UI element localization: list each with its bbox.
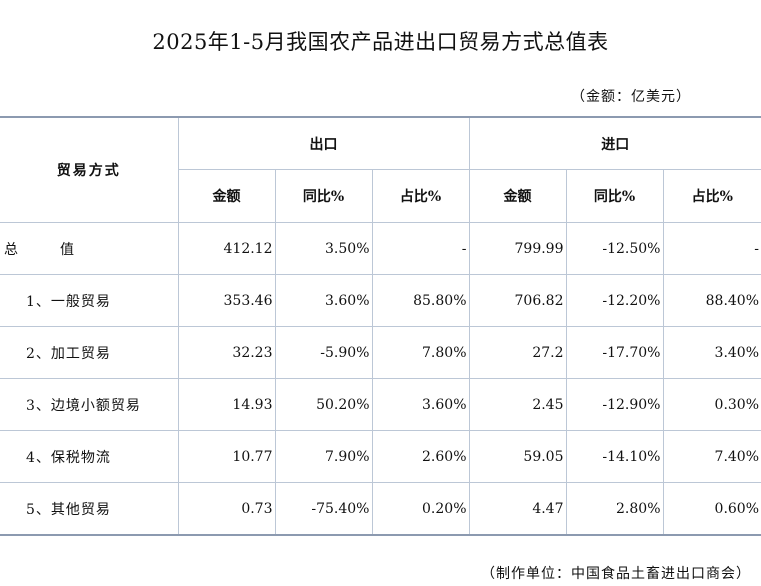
cell: -17.70% (565, 326, 664, 379)
cell: 50.20% (274, 378, 373, 431)
cell: 7.40% (662, 430, 761, 483)
unit-note: （金额：亿美元） (571, 89, 691, 105)
table-row: 3、边境小额贸易 14.93 50.20% 3.60% 2.45 -12.90%… (0, 378, 761, 431)
cell: - (662, 222, 761, 275)
cell: 85.80% (371, 274, 470, 327)
import-yoy-header: 同比% (565, 169, 664, 223)
cell: 7.90% (274, 430, 373, 483)
cell: -12.90% (565, 378, 664, 431)
cell: 4.47 (468, 482, 567, 536)
page-title: 2025年1-5月我国农产品进出口贸易方式总值表 (152, 30, 609, 54)
cell: 3.60% (371, 378, 470, 431)
table-header-row: 贸易方式 出口 进口 (0, 116, 761, 223)
table-row: 总 值 412.12 3.50% - 799.99 -12.50% - (0, 222, 761, 275)
cell: 7.80% (371, 326, 470, 379)
cell: 14.93 (177, 378, 276, 431)
cell: 2.45 (468, 378, 567, 431)
cell: -5.90% (274, 326, 373, 379)
cell: 2.80% (565, 482, 664, 536)
export-yoy-header: 同比% (274, 169, 373, 223)
source-note: （制作单位：中国食品土畜进出口商会） (481, 566, 751, 582)
cell: -14.10% (565, 430, 664, 483)
row-label: 2、加工贸易 (0, 326, 179, 379)
cell: 59.05 (468, 430, 567, 483)
row-label: 3、边境小额贸易 (0, 378, 179, 431)
cell: 706.82 (468, 274, 567, 327)
export-amount-header: 金额 (178, 169, 276, 223)
cell: -12.50% (565, 222, 664, 275)
row-label: 1、一般贸易 (0, 274, 179, 327)
cell: 0.73 (177, 482, 276, 536)
import-header: 进口 (468, 116, 761, 170)
cell: 2.60% (371, 430, 470, 483)
cell: 412.12 (177, 222, 276, 275)
table-row: 5、其他贸易 0.73 -75.40% 0.20% 4.47 2.80% 0.6… (0, 482, 761, 536)
cell: 10.77 (177, 430, 276, 483)
cell: 799.99 (468, 222, 567, 275)
cell: 0.20% (371, 482, 470, 536)
cell: 3.40% (662, 326, 761, 379)
cell: 3.60% (274, 274, 373, 327)
table-row: 1、一般贸易 353.46 3.60% 85.80% 706.82 -12.20… (0, 274, 761, 327)
cell: 3.50% (274, 222, 373, 275)
cell: -12.20% (565, 274, 664, 327)
cell: 27.2 (468, 326, 567, 379)
trade-table: 贸易方式 出口 进口 金额 同比% 占比% 金额 同比% 占比% 总 值 412… (0, 116, 761, 536)
cell: 353.46 (177, 274, 276, 327)
table-row: 4、保税物流 10.77 7.90% 2.60% 59.05 -14.10% 7… (0, 430, 761, 483)
cell: 0.30% (662, 378, 761, 431)
trade-type-header: 贸易方式 (0, 116, 179, 223)
export-header: 出口 (177, 116, 470, 170)
row-label: 总 值 (0, 222, 179, 275)
import-amount-header: 金额 (468, 169, 567, 223)
table-row: 2、加工贸易 32.23 -5.90% 7.80% 27.2 -17.70% 3… (0, 326, 761, 379)
cell: 88.40% (662, 274, 761, 327)
cell: -75.40% (274, 482, 373, 536)
export-share-header: 占比% (371, 169, 470, 223)
cell: - (371, 222, 470, 275)
cell: 0.60% (662, 482, 761, 536)
import-share-header: 占比% (662, 169, 761, 223)
row-label: 4、保税物流 (0, 430, 179, 483)
row-label: 5、其他贸易 (0, 482, 179, 536)
cell: 32.23 (177, 326, 276, 379)
